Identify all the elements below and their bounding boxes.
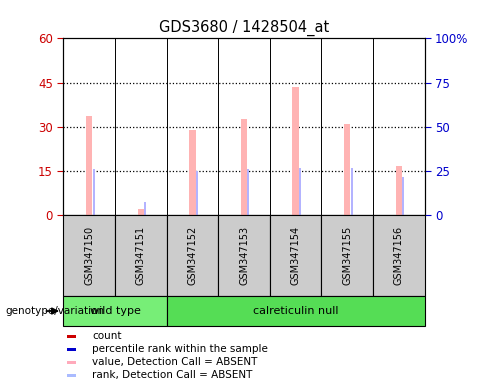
Bar (166, 215, 218, 296)
Bar (166, 296, 425, 326)
Title: GDS3680 / 1428504_at: GDS3680 / 1428504_at (159, 20, 329, 36)
Bar (189, 130, 196, 215)
Bar (247, 169, 249, 215)
Text: value, Detection Call = ABSENT: value, Detection Call = ABSENT (92, 357, 258, 367)
Text: wild type: wild type (90, 306, 141, 316)
Text: count: count (92, 331, 122, 341)
Text: GSM347150: GSM347150 (84, 226, 94, 285)
Bar (350, 168, 353, 215)
Text: calreticulin null: calreticulin null (253, 306, 338, 316)
Bar (402, 177, 404, 215)
Bar (344, 124, 350, 215)
Text: GSM347155: GSM347155 (342, 226, 352, 285)
Bar (63, 296, 166, 326)
Bar (67, 361, 76, 364)
Bar (196, 171, 198, 215)
Text: GSM347152: GSM347152 (187, 226, 198, 285)
Text: percentile rank within the sample: percentile rank within the sample (92, 344, 268, 354)
Bar (241, 119, 247, 215)
Text: genotype/variation: genotype/variation (5, 306, 104, 316)
Bar (63, 215, 115, 296)
Text: GSM347153: GSM347153 (239, 226, 249, 285)
Text: rank, Detection Call = ABSENT: rank, Detection Call = ABSENT (92, 370, 253, 380)
Bar (396, 167, 402, 215)
Bar (93, 169, 95, 215)
Bar (292, 87, 299, 215)
Bar (67, 374, 76, 377)
Bar (67, 348, 76, 351)
Bar (67, 335, 76, 338)
Bar (373, 215, 425, 296)
Text: GSM347151: GSM347151 (136, 226, 146, 285)
Bar (270, 215, 322, 296)
Bar (115, 215, 166, 296)
Bar (138, 209, 144, 215)
Bar (86, 116, 92, 215)
Bar (218, 215, 270, 296)
Bar (322, 215, 373, 296)
Text: GSM347156: GSM347156 (394, 226, 404, 285)
Text: GSM347154: GSM347154 (290, 226, 301, 285)
Bar (299, 168, 301, 215)
Bar (144, 202, 146, 215)
